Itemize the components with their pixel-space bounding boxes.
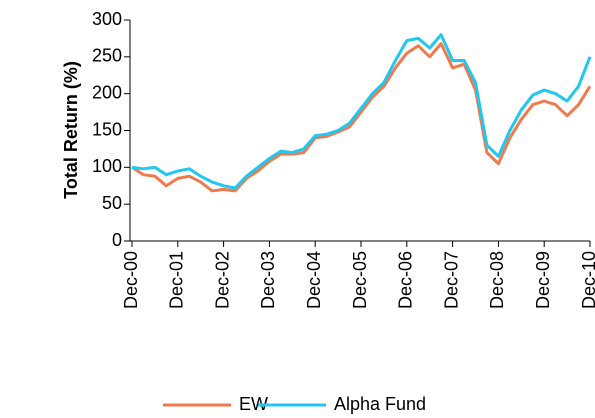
x-tick-label: Dec-00 [121,251,141,309]
line-series [131,42,592,193]
legend-label: Alpha Fund [334,394,426,414]
y-tick-label: 200 [92,82,122,102]
x-tick-label: Dec-10 [579,251,595,309]
line-series [131,33,592,190]
x-tick-label: Dec-07 [441,251,461,309]
x-tick-label: Dec-02 [212,251,232,309]
x-tick-label: Dec-08 [487,251,507,309]
y-tick-label: 150 [92,119,122,139]
x-tick-label: Dec-04 [304,251,324,309]
y-tick-label: 100 [92,156,122,176]
y-tick-label: 50 [102,193,122,213]
y-axis-label: Total Return (%) [61,61,81,199]
x-tick-label: Dec-03 [258,251,278,309]
y-tick-label: 250 [92,46,122,66]
y-tick-label: 300 [92,9,122,29]
x-tick-label: Dec-05 [350,251,370,309]
legend-label: EW [239,394,268,414]
x-tick-label: Dec-01 [167,251,187,309]
x-tick-label: Dec-09 [533,251,553,309]
x-tick-label: Dec-06 [396,251,416,309]
y-tick-label: 0 [112,230,122,250]
